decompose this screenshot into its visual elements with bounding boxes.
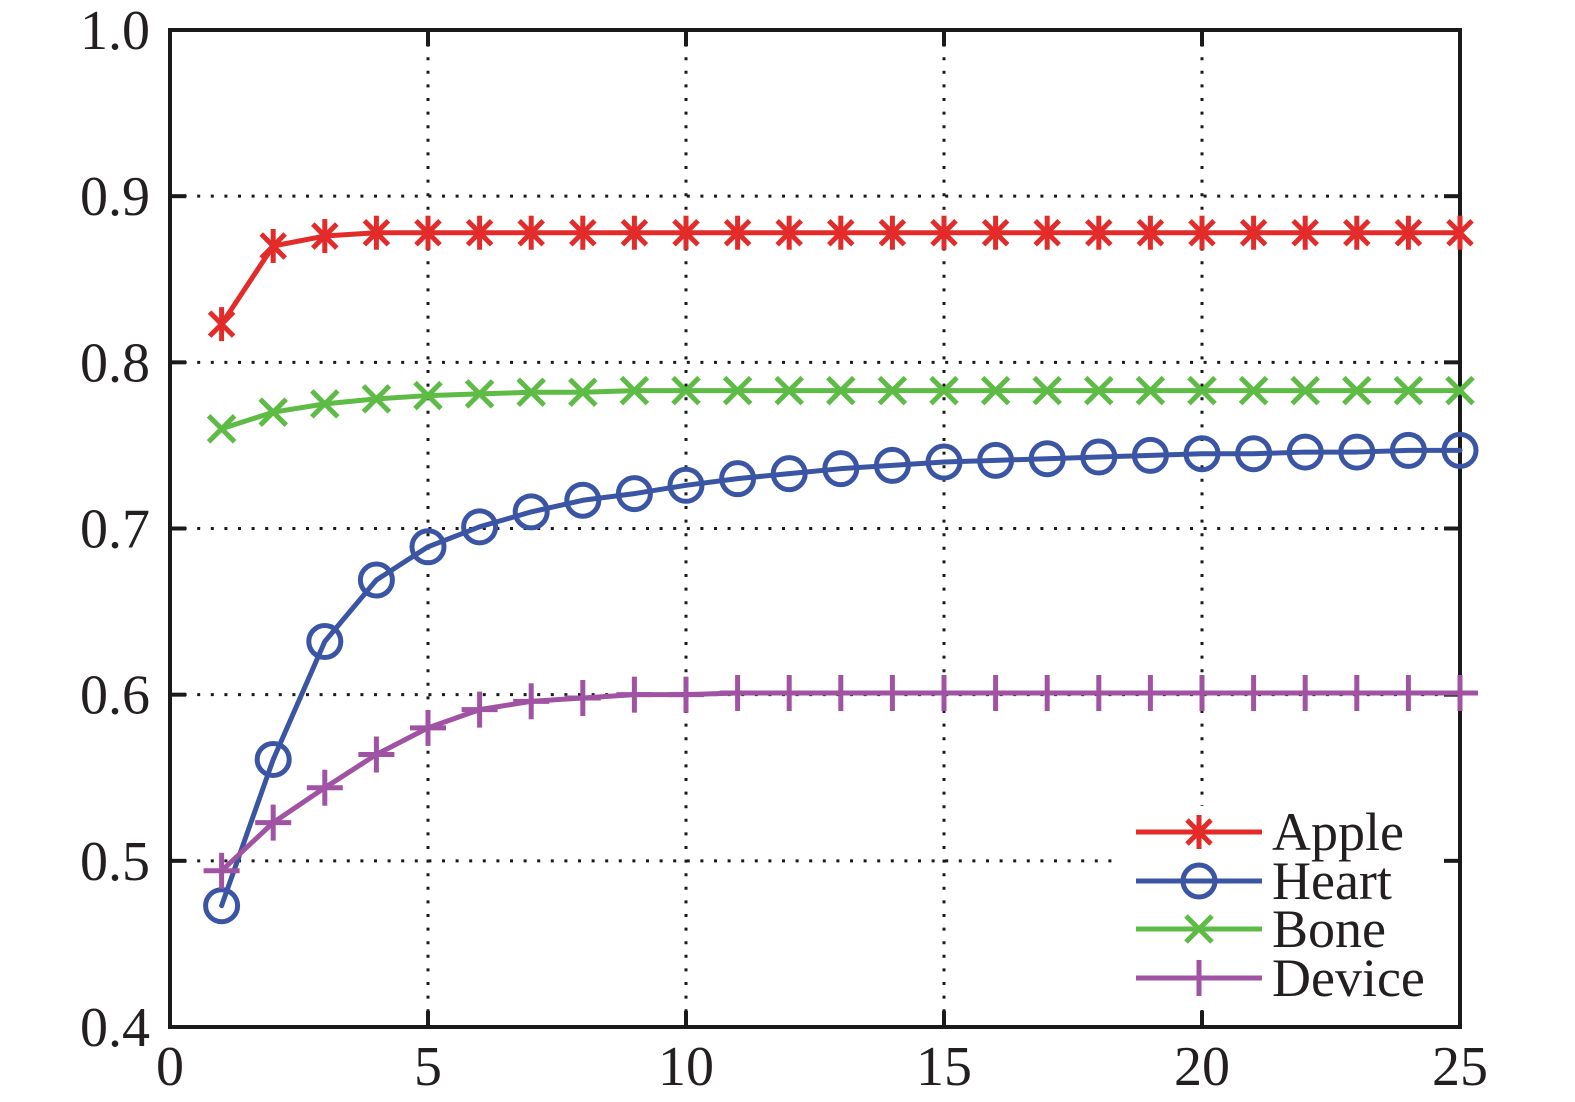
series-heart-marker-circle <box>822 450 860 488</box>
series-apple-marker-asterisk <box>827 218 855 247</box>
series-apple-marker-asterisk <box>1446 218 1474 247</box>
legend-bone-marker-x <box>1184 914 1214 944</box>
series-apple-marker-asterisk <box>1136 218 1165 247</box>
series-apple-marker-asterisk <box>775 218 803 247</box>
series-bone-marker-x <box>1135 375 1166 406</box>
series-bone-marker-x <box>1290 375 1320 406</box>
y-tick-label-0.4: 0.4 <box>80 997 150 1059</box>
series-heart-marker-circle <box>1389 431 1427 469</box>
legend-apple-marker-asterisk <box>1185 818 1213 846</box>
series-bone-marker-x <box>774 375 804 406</box>
series-apple-marker-asterisk <box>1085 218 1113 247</box>
series-apple-marker-asterisk <box>207 310 236 338</box>
series-apple-marker-asterisk <box>1394 218 1423 247</box>
series-heart-marker-circle <box>1338 433 1376 471</box>
series-heart-marker-circle <box>1183 435 1221 473</box>
legend-label-device: Device <box>1272 948 1425 1008</box>
series-heart-marker-circle <box>873 446 911 484</box>
series-bone-marker-x <box>1445 375 1475 406</box>
series-bone-marker-x <box>1342 375 1372 406</box>
series-apple-marker-asterisk <box>1033 218 1061 247</box>
series-apple-marker-asterisk <box>672 218 700 247</box>
y-tick-label-0.7: 0.7 <box>80 499 150 561</box>
series-apple-marker-asterisk <box>569 218 597 247</box>
series-heart-marker-circle <box>203 887 241 925</box>
series-heart-marker-circle <box>667 466 705 504</box>
series-apple-marker-asterisk <box>878 218 907 247</box>
series-heart-marker-circle <box>357 561 395 599</box>
series-apple-marker-asterisk <box>1188 218 1216 247</box>
x-tick-label-5: 5 <box>414 1036 442 1098</box>
series-bone-marker-x <box>877 375 908 406</box>
legend-label-apple: Apple <box>1272 802 1404 862</box>
series-bone-marker-x <box>310 389 340 419</box>
series-heart-marker-circle <box>512 493 550 531</box>
y-tick-label-0.5: 0.5 <box>80 831 150 893</box>
series-bone-marker-x <box>722 375 753 406</box>
series-heart-marker-circle <box>254 740 292 778</box>
y-tick-label-1.0: 1.0 <box>80 0 150 62</box>
series-heart-marker-circle <box>409 528 447 566</box>
series-heart-marker-circle <box>925 443 963 481</box>
series-bone-marker-x <box>980 375 1011 406</box>
series-apple-marker-asterisk <box>620 218 649 247</box>
series-bone-marker-x <box>826 375 856 406</box>
series-heart-marker-circle <box>1080 438 1118 476</box>
legend-label-bone: Bone <box>1272 899 1386 959</box>
series-apple-marker-asterisk <box>362 218 391 247</box>
series-bone-marker-x <box>516 377 546 408</box>
series-bone-marker-x <box>1032 375 1062 406</box>
series-apple-marker-asterisk <box>1291 218 1319 247</box>
series-heart-marker-circle <box>1028 440 1066 478</box>
series-bone-marker-x <box>413 380 443 411</box>
series-heart-marker-circle <box>615 475 653 513</box>
y-tick-label-0.9: 0.9 <box>80 166 150 228</box>
series-heart-marker-circle <box>461 508 499 546</box>
series-heart-marker-circle <box>719 460 757 498</box>
series-apple-marker-asterisk <box>465 218 494 247</box>
series-bone-marker-x <box>929 375 959 406</box>
series-apple-marker-asterisk <box>259 232 287 260</box>
series-apple-marker-asterisk <box>930 218 958 247</box>
series-heart-marker-circle <box>770 455 808 493</box>
series-heart-marker-circle <box>564 481 602 519</box>
series-bone-marker-x <box>258 397 288 427</box>
series-bone-marker-x <box>619 375 650 406</box>
x-tick-label-10: 10 <box>658 1036 714 1098</box>
series-bone-marker-x <box>568 377 598 408</box>
series-bone-marker-x <box>464 379 495 409</box>
legend-heart-marker-circle <box>1180 862 1218 900</box>
y-tick-label-0.8: 0.8 <box>80 332 150 394</box>
series-heart-marker-circle <box>1286 433 1324 471</box>
series-heart-marker-circle <box>977 441 1015 479</box>
series-line-heart <box>219 447 1463 909</box>
series-apple-marker-asterisk <box>517 218 545 247</box>
x-tick-label-15: 15 <box>916 1036 972 1098</box>
x-tick-label-0: 0 <box>156 1036 184 1098</box>
y-tick-label-0.6: 0.6 <box>80 665 150 727</box>
series-apple-marker-asterisk <box>1239 218 1268 247</box>
series-bone-marker-x <box>361 384 392 414</box>
series-bone-marker-x <box>1187 375 1217 406</box>
series-heart-marker-circle <box>1131 436 1169 474</box>
series-bone-marker-x <box>206 414 237 444</box>
x-tick-label-20: 20 <box>1174 1036 1230 1098</box>
series-bone-marker-x <box>1238 375 1269 406</box>
series-apple-marker-asterisk <box>414 218 442 247</box>
series-heart-marker-circle <box>306 622 344 660</box>
x-tick-label-25: 25 <box>1432 1036 1488 1098</box>
series-heart-marker-circle <box>1235 435 1273 473</box>
series-apple-marker-asterisk <box>311 222 339 250</box>
legend-label-heart: Heart <box>1272 851 1392 911</box>
series-apple-marker-asterisk <box>723 218 752 247</box>
series-apple-marker-asterisk <box>981 218 1010 247</box>
series-heart-marker-circle <box>1441 431 1479 469</box>
series-bone-marker-x <box>671 375 701 406</box>
series-bone-marker-x <box>1393 375 1424 406</box>
series-bone-marker-x <box>1084 375 1114 406</box>
series-apple-marker-asterisk <box>1343 218 1371 247</box>
